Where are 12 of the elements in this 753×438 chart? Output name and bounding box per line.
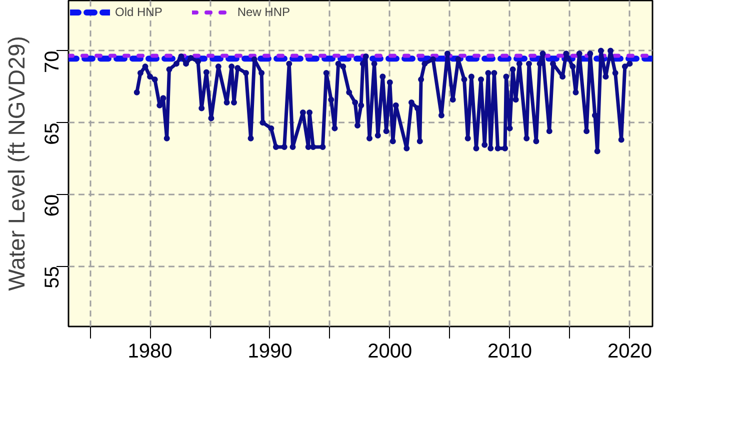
legend-label: Old HNP <box>115 5 162 19</box>
legend-label: New HNP <box>237 5 290 19</box>
x-tick-label: 2010 <box>488 340 532 362</box>
x-tick-label: 1990 <box>248 340 292 362</box>
x-tick-label: 2020 <box>607 340 652 362</box>
y-tick-label: 65 <box>42 122 64 145</box>
y-tick-label: 55 <box>42 266 64 288</box>
y-tick-label: 70 <box>42 50 64 74</box>
x-tick-label: 2000 <box>368 340 412 362</box>
x-tick-label: 1980 <box>128 340 172 362</box>
y-axis-title: Water Level (ft NGVD29) <box>4 36 30 291</box>
y-tick-label: 60 <box>42 194 64 217</box>
